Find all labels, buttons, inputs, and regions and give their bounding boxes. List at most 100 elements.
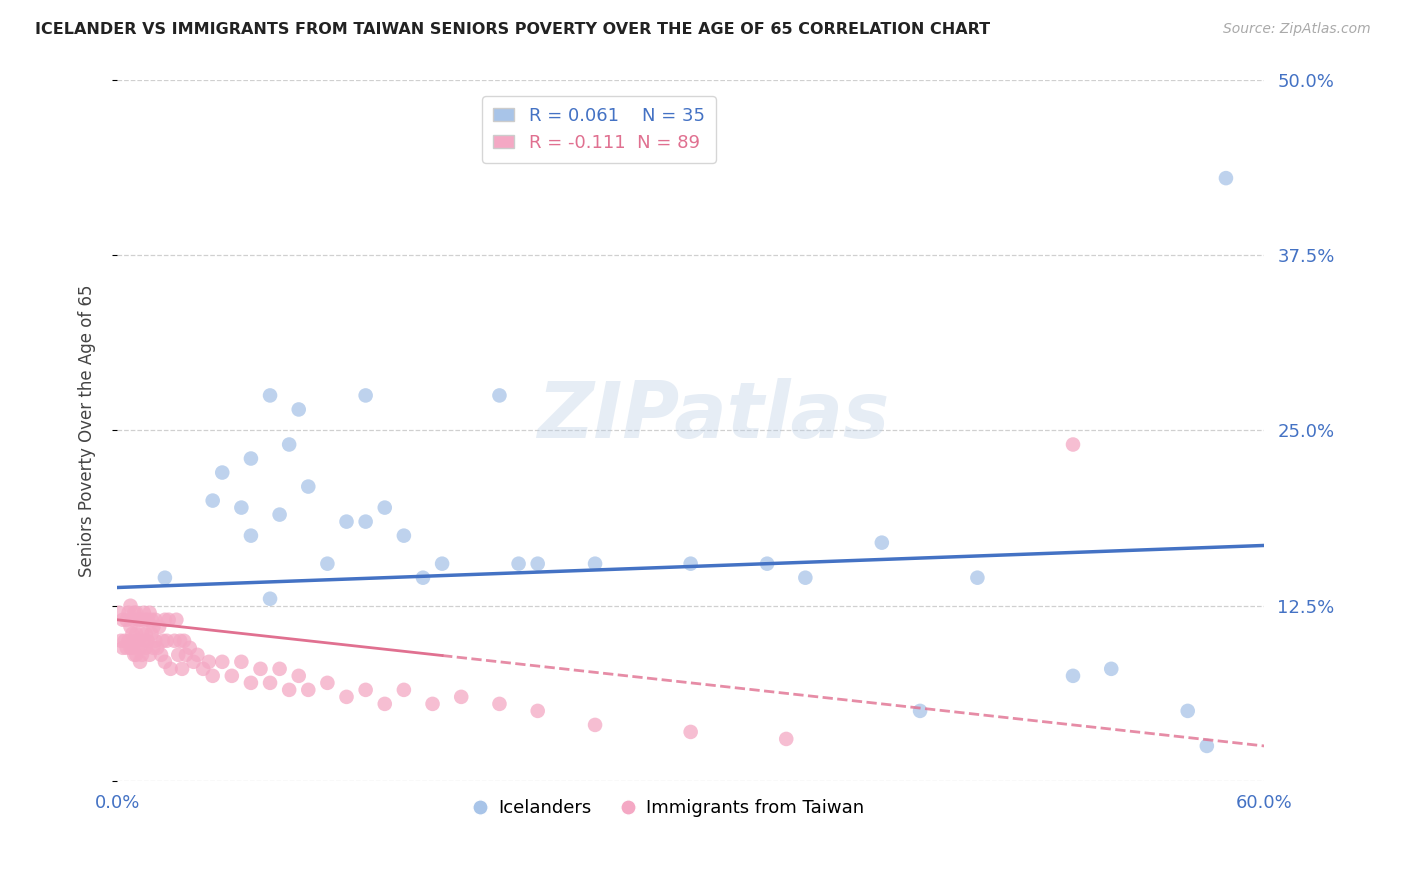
- Point: [132, 606, 155, 620]
- Point: [1215, 171, 1237, 186]
- Point: [141, 613, 163, 627]
- Point: [174, 648, 197, 662]
- Point: [430, 557, 453, 571]
- Point: [392, 528, 415, 542]
- Point: [150, 648, 173, 662]
- Point: [278, 437, 301, 451]
- Point: [354, 388, 377, 402]
- Point: [966, 571, 988, 585]
- Point: [488, 697, 510, 711]
- Point: [138, 648, 160, 662]
- Point: [1099, 662, 1122, 676]
- Point: [354, 515, 377, 529]
- Point: [183, 655, 205, 669]
- Point: [392, 682, 415, 697]
- Point: [239, 528, 262, 542]
- Point: [108, 606, 131, 620]
- Point: [127, 633, 149, 648]
- Point: [125, 627, 148, 641]
- Point: [1062, 669, 1084, 683]
- Point: [143, 633, 166, 648]
- Point: [908, 704, 931, 718]
- Point: [316, 676, 339, 690]
- Point: [129, 640, 152, 655]
- Text: Source: ZipAtlas.com: Source: ZipAtlas.com: [1223, 22, 1371, 37]
- Point: [141, 627, 163, 641]
- Point: [121, 640, 143, 655]
- Point: [259, 676, 281, 690]
- Point: [198, 655, 221, 669]
- Point: [135, 627, 157, 641]
- Point: [450, 690, 472, 704]
- Point: [125, 606, 148, 620]
- Point: [142, 620, 165, 634]
- Point: [131, 613, 153, 627]
- Point: [124, 606, 146, 620]
- Point: [231, 655, 253, 669]
- Point: [121, 613, 143, 627]
- Point: [201, 493, 224, 508]
- Point: [374, 500, 396, 515]
- Point: [259, 591, 281, 606]
- Point: [679, 725, 702, 739]
- Point: [117, 606, 139, 620]
- Point: [127, 613, 149, 627]
- Point: [136, 613, 159, 627]
- Point: [354, 682, 377, 697]
- Point: [115, 613, 138, 627]
- Point: [111, 613, 134, 627]
- Point: [167, 648, 190, 662]
- Point: [269, 662, 291, 676]
- Point: [120, 620, 142, 634]
- Point: [508, 557, 530, 571]
- Point: [221, 669, 243, 683]
- Point: [156, 633, 179, 648]
- Point: [120, 640, 142, 655]
- Point: [775, 731, 797, 746]
- Point: [259, 388, 281, 402]
- Point: [124, 648, 146, 662]
- Point: [412, 571, 434, 585]
- Point: [1195, 739, 1218, 753]
- Point: [422, 697, 444, 711]
- Point: [121, 627, 143, 641]
- Point: [297, 682, 319, 697]
- Point: [129, 655, 152, 669]
- Point: [526, 557, 548, 571]
- Point: [125, 648, 148, 662]
- Point: [142, 640, 165, 655]
- Point: [870, 535, 893, 549]
- Text: ZIPatlas: ZIPatlas: [537, 378, 890, 454]
- Point: [138, 606, 160, 620]
- Point: [488, 388, 510, 402]
- Point: [794, 571, 817, 585]
- Point: [152, 633, 174, 648]
- Point: [132, 633, 155, 648]
- Point: [131, 627, 153, 641]
- Point: [117, 633, 139, 648]
- Point: [583, 718, 606, 732]
- Point: [583, 557, 606, 571]
- Point: [173, 633, 195, 648]
- Point: [153, 571, 176, 585]
- Point: [249, 662, 271, 676]
- Point: [526, 704, 548, 718]
- Point: [756, 557, 779, 571]
- Point: [115, 640, 138, 655]
- Point: [191, 662, 214, 676]
- Point: [179, 640, 201, 655]
- Point: [153, 655, 176, 669]
- Point: [335, 690, 357, 704]
- Legend: Icelanders, Immigrants from Taiwan: Icelanders, Immigrants from Taiwan: [464, 792, 872, 824]
- Point: [124, 633, 146, 648]
- Point: [111, 640, 134, 655]
- Point: [110, 633, 132, 648]
- Y-axis label: Seniors Poverty Over the Age of 65: Seniors Poverty Over the Age of 65: [79, 285, 96, 577]
- Point: [135, 640, 157, 655]
- Point: [169, 633, 191, 648]
- Point: [143, 613, 166, 627]
- Point: [186, 648, 208, 662]
- Point: [159, 662, 181, 676]
- Point: [129, 613, 152, 627]
- Point: [131, 648, 153, 662]
